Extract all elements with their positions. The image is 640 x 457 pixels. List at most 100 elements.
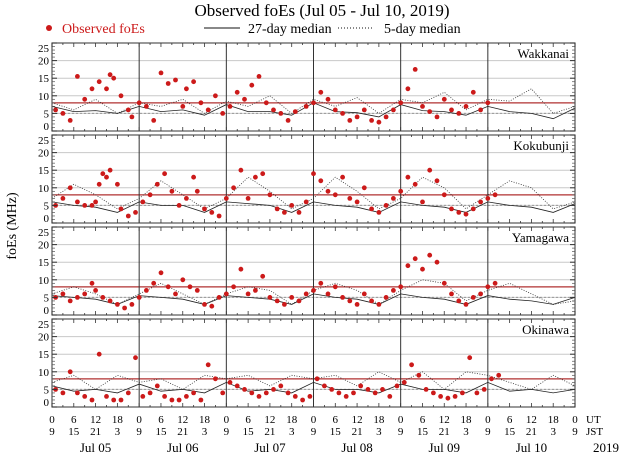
observed-point xyxy=(369,298,374,304)
observed-point xyxy=(391,288,396,293)
observed-point xyxy=(463,211,469,217)
observed-point xyxy=(89,86,95,92)
observed-point xyxy=(398,100,404,106)
observed-point xyxy=(194,288,200,293)
station-label: Okinawa xyxy=(522,322,569,337)
observed-point xyxy=(289,203,295,208)
observed-point xyxy=(318,178,324,184)
observed-point xyxy=(492,192,498,198)
x-tick-label-jst: 15 xyxy=(68,426,80,438)
observed-point xyxy=(180,104,186,109)
observed-point xyxy=(311,171,316,177)
observed-point xyxy=(485,100,491,106)
observed-point xyxy=(213,376,218,382)
observed-point xyxy=(60,196,66,201)
observed-point xyxy=(296,298,302,304)
x-tick-label-jst: 3 xyxy=(202,426,208,438)
series-27day-median xyxy=(51,201,576,213)
observed-point xyxy=(445,395,451,401)
observed-point xyxy=(231,284,237,290)
observed-point xyxy=(271,107,276,113)
observed-point xyxy=(180,277,186,283)
observed-point xyxy=(460,390,465,396)
observed-point xyxy=(242,387,247,392)
x-tick-label-ut: 6 xyxy=(245,414,251,426)
y-tick-label: 20 xyxy=(38,240,50,252)
observed-point xyxy=(75,199,80,205)
observed-point xyxy=(104,174,109,180)
observed-point xyxy=(456,210,462,215)
legend-median5-label: 5-day median xyxy=(384,22,461,37)
observed-point xyxy=(434,259,440,265)
observed-point xyxy=(391,107,396,113)
year-label: 2019 xyxy=(593,440,619,455)
observed-point xyxy=(332,284,338,290)
y-tick-label: 20 xyxy=(38,332,50,344)
x-tick-label-jst: 9 xyxy=(398,426,404,438)
observed-point xyxy=(478,199,483,205)
observed-point xyxy=(423,387,429,392)
observed-point xyxy=(318,89,324,95)
observed-point xyxy=(176,203,182,208)
observed-point xyxy=(125,107,131,113)
date-label: Jul 07 xyxy=(254,440,286,455)
observed-point xyxy=(82,291,88,297)
observed-point xyxy=(449,206,454,212)
observed-point xyxy=(463,302,469,307)
observed-point xyxy=(340,295,345,300)
x-tick-label-ut: 18 xyxy=(548,414,560,426)
observed-point xyxy=(289,295,295,300)
observed-point xyxy=(383,295,389,300)
observed-point xyxy=(173,77,178,83)
observed-point xyxy=(391,196,396,201)
x-tick-label-ut: 0 xyxy=(49,414,55,426)
x-tick-label-ut: 12 xyxy=(352,414,363,426)
y-tick-label: 20 xyxy=(38,56,50,68)
observed-point xyxy=(67,298,73,304)
observed-point xyxy=(285,118,291,123)
observed-point xyxy=(361,291,367,297)
observed-point xyxy=(343,394,349,399)
observed-point xyxy=(387,394,393,399)
observed-point xyxy=(223,196,229,201)
observed-point xyxy=(158,270,164,276)
observed-point xyxy=(376,119,382,125)
y-tick-label: 15 xyxy=(38,257,50,269)
x-tick-label-jst: 21 xyxy=(439,426,450,438)
observed-point xyxy=(82,203,88,208)
observed-point xyxy=(129,302,135,307)
observed-point xyxy=(176,397,182,403)
observed-point xyxy=(332,192,338,198)
observed-point xyxy=(427,252,433,258)
legend-observed-marker xyxy=(46,25,52,31)
observed-point xyxy=(365,387,371,392)
observed-point xyxy=(467,355,473,361)
observed-point xyxy=(296,210,302,215)
observed-point xyxy=(93,199,98,205)
observed-point xyxy=(162,394,168,399)
x-tick-label-ut: 6 xyxy=(333,414,339,426)
observed-point xyxy=(449,107,454,113)
observed-point xyxy=(118,206,124,212)
observed-point xyxy=(351,390,356,396)
y-tick-label: 10 xyxy=(38,275,50,287)
observed-point xyxy=(238,167,244,173)
observed-point xyxy=(409,362,414,368)
observed-point xyxy=(398,284,404,290)
observed-point xyxy=(140,199,146,205)
observed-point xyxy=(154,181,160,187)
observed-point xyxy=(278,111,284,116)
observed-point xyxy=(347,196,353,201)
y-axis-label: foEs (MHz) xyxy=(5,192,20,260)
x-tick-label-jst: 21 xyxy=(90,426,101,438)
observed-point xyxy=(220,111,226,116)
y-tick-label: 10 xyxy=(38,91,50,103)
observed-point xyxy=(318,280,324,286)
observed-point xyxy=(358,383,364,389)
observed-point xyxy=(100,295,106,300)
observed-point xyxy=(427,167,433,173)
y-tick-label: 25 xyxy=(38,227,50,239)
observed-point xyxy=(492,280,498,286)
observed-point xyxy=(441,280,447,286)
